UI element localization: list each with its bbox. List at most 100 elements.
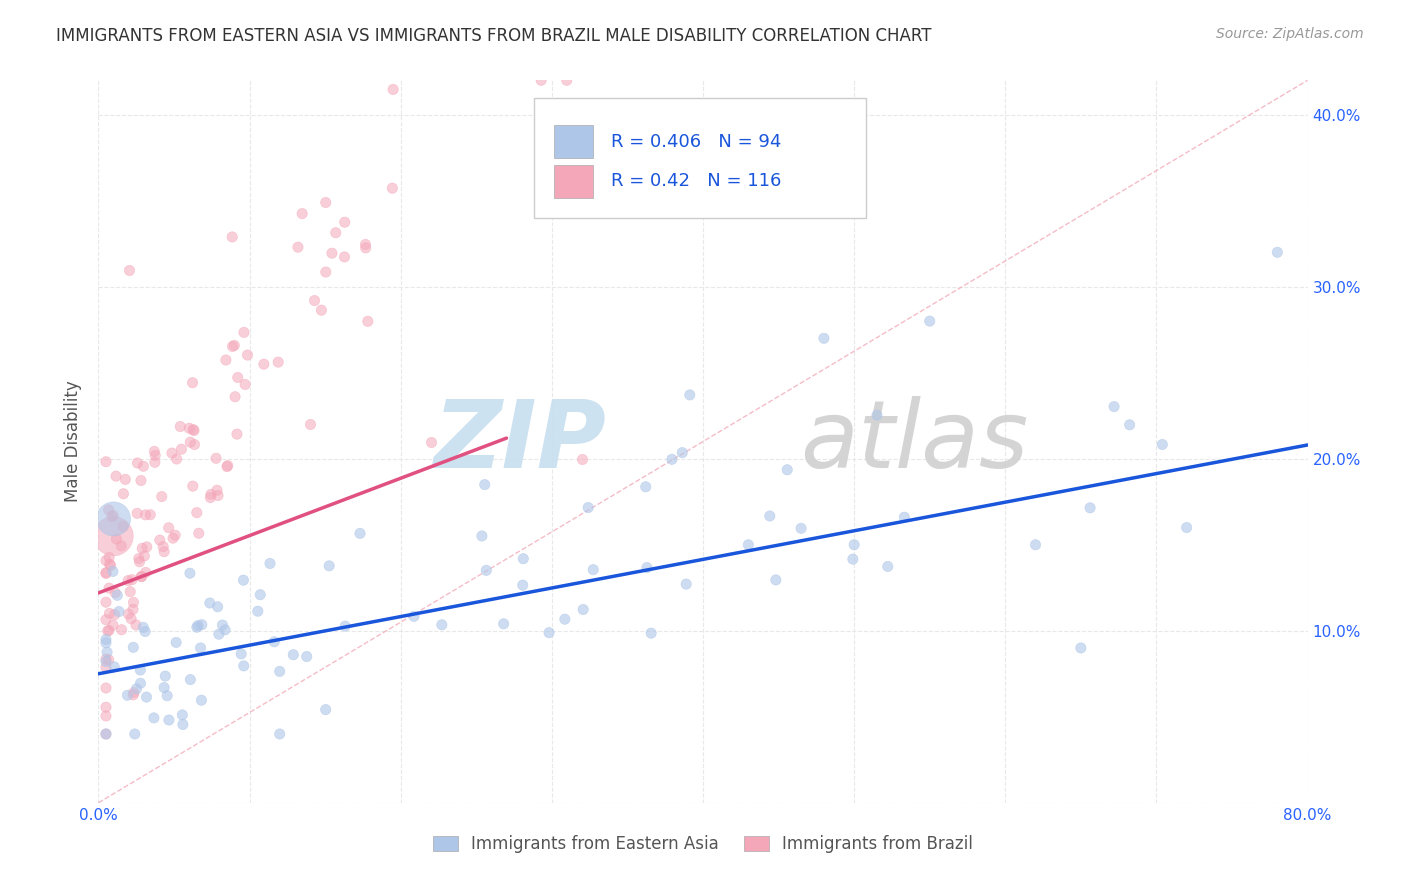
Point: [269, 665, 291, 679]
Point: [221, 230, 243, 244]
Point: [172, 717, 194, 731]
Point: [134, 549, 156, 563]
Point: [179, 566, 201, 581]
Point: [152, 540, 174, 554]
Point: [94, 660, 117, 674]
Point: [183, 424, 205, 438]
Point: [112, 519, 135, 533]
Point: [335, 619, 357, 633]
Point: [94, 655, 117, 669]
Point: [776, 463, 799, 477]
Point: [153, 681, 176, 695]
Point: [354, 237, 377, 252]
Point: [512, 551, 534, 566]
Point: [759, 508, 782, 523]
Point: [671, 445, 693, 459]
Point: [165, 635, 187, 649]
Point: [103, 660, 125, 674]
Point: [132, 620, 155, 634]
Point: [200, 491, 222, 505]
Point: [96, 645, 118, 659]
Point: [1070, 640, 1092, 655]
Point: [737, 538, 759, 552]
Point: [475, 563, 498, 577]
Point: [315, 195, 337, 210]
Point: [233, 326, 256, 340]
Point: [94, 727, 117, 741]
Point: [103, 508, 125, 523]
Point: [866, 408, 889, 422]
Point: [267, 355, 290, 369]
Point: [538, 625, 561, 640]
Point: [117, 574, 139, 588]
Point: [132, 459, 155, 474]
Point: [187, 618, 209, 632]
Point: [117, 607, 139, 621]
Point: [105, 469, 128, 483]
Point: [103, 512, 125, 526]
Point: [128, 555, 150, 569]
Point: [114, 472, 136, 486]
Point: [299, 417, 322, 432]
Point: [190, 640, 212, 655]
Point: [120, 612, 142, 626]
Point: [129, 676, 152, 690]
Point: [94, 727, 117, 741]
Point: [94, 709, 117, 723]
Point: [205, 451, 228, 466]
Point: [179, 673, 201, 687]
Point: [263, 634, 285, 648]
Point: [94, 613, 117, 627]
Point: [143, 449, 166, 463]
Point: [125, 618, 148, 632]
Point: [117, 688, 139, 702]
Point: [382, 82, 405, 96]
Point: [321, 246, 343, 260]
Text: ZIP: ZIP: [433, 395, 606, 488]
Point: [94, 700, 117, 714]
Point: [94, 595, 117, 609]
Point: [166, 452, 188, 467]
Point: [315, 703, 337, 717]
Point: [98, 550, 121, 565]
Point: [187, 526, 209, 541]
Point: [129, 663, 152, 677]
Point: [315, 265, 337, 279]
Point: [636, 560, 658, 574]
Point: [661, 452, 683, 467]
Point: [101, 618, 124, 632]
Point: [127, 507, 149, 521]
Point: [139, 508, 162, 522]
Point: [97, 653, 120, 667]
Point: [179, 435, 201, 450]
Point: [844, 538, 866, 552]
Point: [191, 617, 214, 632]
Point: [108, 605, 131, 619]
Point: [131, 541, 153, 556]
Point: [142, 711, 165, 725]
Point: [1078, 500, 1101, 515]
Point: [98, 624, 121, 638]
Point: [1267, 245, 1289, 260]
Point: [135, 690, 157, 704]
Point: [97, 503, 120, 517]
Point: [131, 569, 153, 583]
Point: [181, 376, 204, 390]
Point: [94, 455, 117, 469]
Point: [153, 544, 176, 558]
Point: [101, 565, 124, 579]
Point: [183, 437, 205, 451]
Point: [94, 652, 117, 666]
Point: [112, 487, 135, 501]
Point: [160, 446, 183, 460]
Point: [233, 377, 256, 392]
Point: [134, 508, 156, 522]
Point: [249, 588, 271, 602]
Point: [295, 649, 318, 664]
Point: [269, 727, 291, 741]
Point: [118, 262, 141, 277]
Point: [186, 506, 208, 520]
Point: [253, 357, 276, 371]
Point: [94, 566, 117, 580]
Point: [98, 581, 121, 595]
